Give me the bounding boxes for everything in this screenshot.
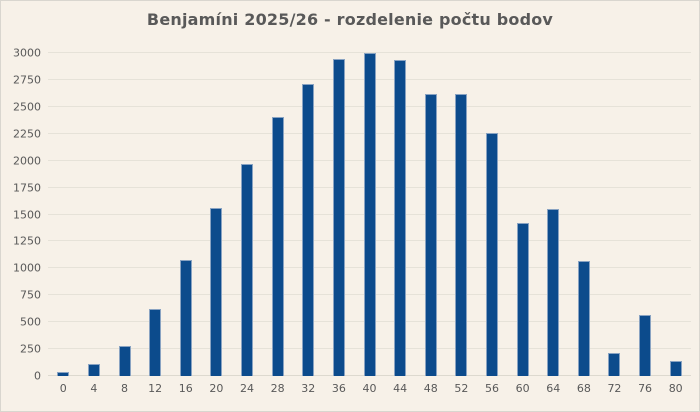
bar-4 — [87, 363, 100, 376]
x-tick-label-16: 16 — [178, 382, 193, 395]
bar-52 — [455, 94, 468, 376]
bar-28 — [271, 116, 284, 376]
y-tick-label-2500: 2500 — [13, 100, 41, 114]
x-tick-label-80: 80 — [668, 382, 683, 395]
y-tick-label-1500: 1500 — [13, 208, 41, 221]
x-tick-label-52: 52 — [454, 382, 469, 395]
x-tick-label-28: 28 — [270, 382, 285, 395]
gridline-3000 — [48, 52, 691, 53]
x-tick-label-36: 36 — [331, 382, 346, 395]
y-tick-label-2250: 2250 — [13, 127, 41, 141]
bar-32 — [302, 84, 315, 376]
bar-44 — [394, 60, 407, 376]
y-tick-label-0: 0 — [34, 369, 41, 383]
bar-80 — [669, 360, 682, 376]
y-tick-label-1750: 1750 — [13, 181, 41, 195]
x-tick-label-40: 40 — [362, 382, 377, 395]
bar-72 — [608, 352, 621, 376]
bar-68 — [577, 261, 590, 376]
x-tick-label-8: 8 — [121, 382, 129, 395]
chart-title: Benjamíni 2025/26 - rozdelenie počtu bod… — [146, 10, 554, 29]
x-tick-label-32: 32 — [301, 382, 316, 395]
x-tick-label-60: 60 — [515, 382, 530, 395]
bar-0 — [57, 371, 70, 376]
bar-60 — [516, 223, 529, 376]
bar-20 — [210, 208, 223, 376]
x-tick-label-0: 0 — [59, 382, 67, 395]
bar-76 — [639, 314, 652, 376]
x-tick-label-72: 72 — [607, 382, 622, 395]
x-tick-label-20: 20 — [209, 382, 224, 395]
bar-16 — [179, 259, 192, 376]
y-tick-label-1000: 1000 — [13, 261, 41, 275]
plot-area — [48, 52, 691, 376]
y-tick-label-3000: 3000 — [13, 46, 41, 60]
bar-8 — [118, 345, 131, 376]
y-tick-label-500: 500 — [20, 315, 41, 329]
x-tick-label-24: 24 — [240, 382, 255, 395]
y-tick-label-1250: 1250 — [13, 234, 41, 248]
bar-56 — [485, 132, 498, 376]
x-tick-label-64: 64 — [546, 382, 561, 395]
y-axis: 0 250 500 750 1000 1250 1500 1750 2000 2250 2500 27… — [1, 48, 41, 382]
x-tick-label-12: 12 — [148, 382, 163, 395]
y-tick-label-2000: 2000 — [13, 154, 41, 168]
bar-36 — [332, 58, 345, 376]
bar-64 — [547, 209, 560, 376]
bar-24 — [241, 163, 254, 376]
bar-40 — [363, 53, 376, 376]
bar-48 — [424, 93, 437, 376]
x-tick-label-68: 68 — [576, 382, 591, 395]
x-tick-label-44: 44 — [393, 382, 408, 395]
y-tick-label-2750: 2750 — [13, 73, 41, 87]
x-tick-label-48: 48 — [423, 382, 438, 395]
x-tick-label-4: 4 — [90, 382, 98, 395]
x-axis: 0 4 8 12 16 20 24 28 32 36 40 44 48 52 56 60 64 68 72 76 80 — [48, 380, 691, 400]
bar-12 — [149, 309, 162, 376]
x-tick-label-56: 56 — [484, 382, 499, 395]
y-tick-label-750: 750 — [20, 288, 41, 302]
y-tick-label-250: 250 — [20, 342, 41, 356]
x-tick-label-76: 76 — [638, 382, 653, 395]
